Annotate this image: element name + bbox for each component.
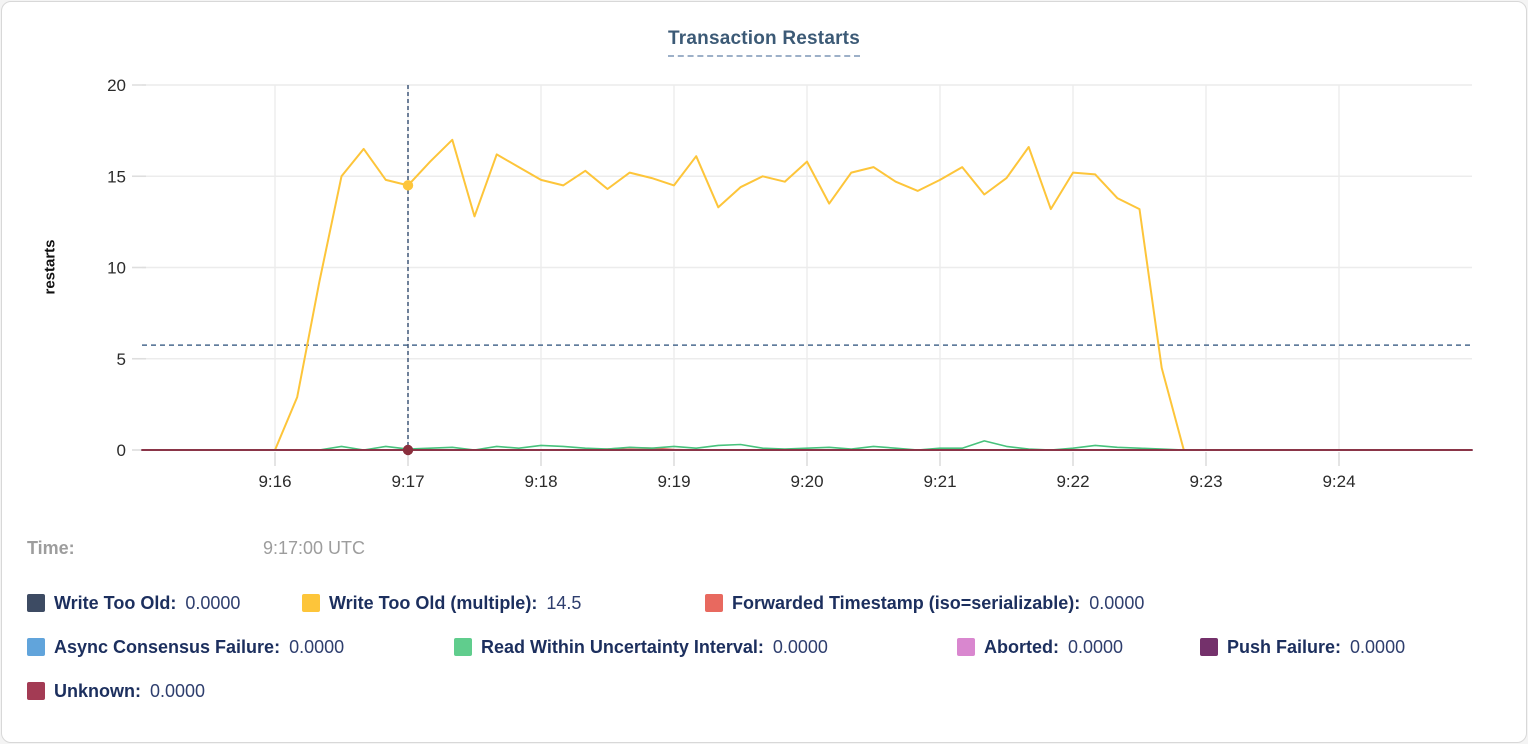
legend-item-async-consensus-failure: Async Consensus Failure: 0.0000	[27, 636, 344, 658]
legend-item-forwarded-timestamp: Forwarded Timestamp (iso=serializable): …	[705, 592, 1144, 614]
legend-item-aborted: Aborted: 0.0000	[957, 636, 1123, 658]
legend-swatch-unknown	[27, 682, 45, 700]
chart-title[interactable]: Transaction Restarts	[668, 28, 860, 57]
restarts-chart-svg[interactable]: 0 5 10 15 20 9:16 9:17 9:18 9:19 9:20 9:21 9:22 9:23…	[2, 2, 1527, 517]
x-tick-label: 9:20	[790, 472, 823, 491]
time-value: 9:17:00 UTC	[263, 538, 366, 558]
x-tick-label: 9:19	[657, 472, 690, 491]
hover-time-row: Time: 9:17:00 UTC	[2, 538, 1526, 562]
legend-item-label: Async Consensus Failure:	[54, 636, 281, 657]
time-label: Time:	[27, 538, 75, 558]
y-tick-label: 15	[107, 167, 126, 186]
legend-item-value: 0.0000	[772, 636, 828, 657]
x-tick-label: 9:16	[258, 472, 291, 491]
legend-swatch-push-failure	[1200, 638, 1218, 656]
legend-swatch-read-within-uncertainty	[454, 638, 472, 656]
x-tick-label: 9:22	[1056, 472, 1089, 491]
legend-item-label: Unknown:	[54, 680, 141, 701]
legend-item-value: 0.0000	[289, 636, 345, 657]
y-tick-label: 20	[107, 76, 126, 95]
x-tick-label: 9:24	[1322, 472, 1355, 491]
legend-swatch-forwarded-timestamp	[705, 594, 723, 612]
legend-item-value: 0.0000	[1068, 636, 1124, 657]
legend-item-value: 0.0000	[1089, 592, 1145, 613]
legend-item-value: 14.5	[546, 592, 582, 613]
series-line-read-within-uncertainty-interval	[318, 440, 1185, 451]
x-tick-label: 9:23	[1189, 472, 1222, 491]
legend-row-3: Unknown: 0.0000	[2, 680, 1526, 704]
legend-swatch-async-consensus-failure	[27, 638, 45, 656]
legend-item-label: Forwarded Timestamp (iso=serializable):	[732, 592, 1081, 613]
series-line-write-too-old-multiple-	[274, 138, 1185, 451]
legend-swatch-aborted	[957, 638, 975, 656]
legend-row-2: Async Consensus Failure: 0.0000 Read Wit…	[2, 636, 1526, 660]
legend-item-value: 0.0000	[185, 592, 241, 613]
y-tick-label: 10	[107, 259, 126, 278]
y-tick-label: 0	[117, 441, 126, 460]
legend-item-value: 0.0000	[1350, 636, 1406, 657]
legend-item-label: Write Too Old (multiple):	[329, 592, 538, 613]
legend-item-write-too-old: Write Too Old: 0.0000	[27, 592, 240, 614]
legend-item-value: 0.0000	[150, 680, 206, 701]
legend-swatch-write-too-old	[27, 594, 45, 612]
x-tick-label: 9:17	[391, 472, 424, 491]
hover-dot-write-too-old-multiple-	[402, 180, 414, 191]
chart-title-wrap: Transaction Restarts	[2, 28, 1526, 57]
legend-item-read-within-uncertainty: Read Within Uncertainty Interval: 0.0000	[454, 636, 828, 658]
hover-dot-unknown	[402, 444, 414, 456]
legend-item-label: Write Too Old:	[54, 592, 177, 613]
legend-item-label: Aborted:	[984, 636, 1059, 657]
legend-item-label: Read Within Uncertainty Interval:	[481, 636, 764, 657]
x-tick-label: 9:21	[923, 472, 956, 491]
x-tick-label: 9:18	[524, 472, 557, 491]
legend-item-push-failure: Push Failure: 0.0000	[1200, 636, 1405, 658]
legend-item-label: Push Failure:	[1227, 636, 1342, 657]
legend-swatch-write-too-old-multiple	[302, 594, 320, 612]
legend-item-unknown: Unknown: 0.0000	[27, 680, 205, 702]
y-tick-label: 5	[117, 350, 126, 369]
legend-item-write-too-old-multiple: Write Too Old (multiple): 14.5	[302, 592, 581, 614]
legend-row-1: Write Too Old: 0.0000 Write Too Old (mul…	[2, 592, 1526, 616]
